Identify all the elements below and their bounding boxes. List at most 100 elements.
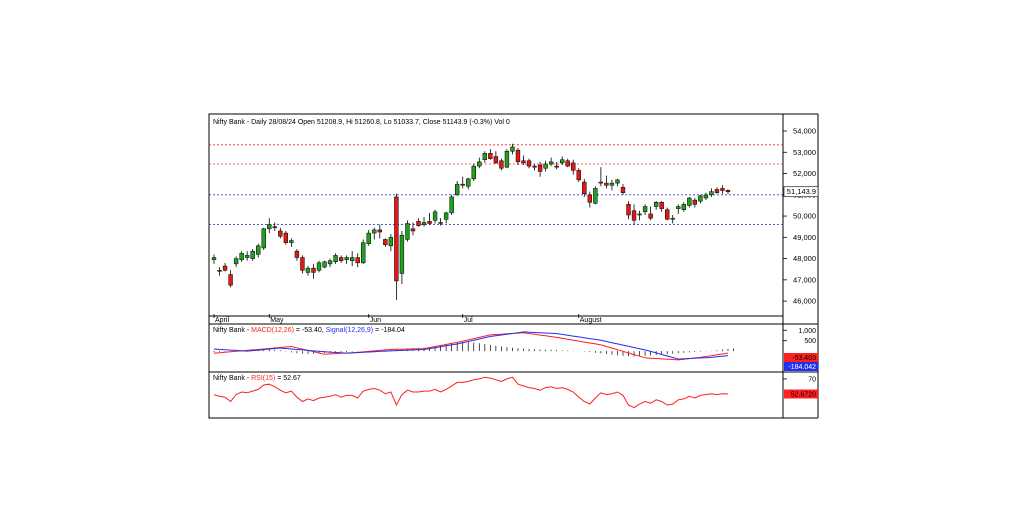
- rsi-header-prefix: Nifty Bank -: [213, 375, 251, 382]
- candle: [692, 197, 698, 208]
- candle-body: [659, 201, 664, 209]
- price-tick-label: 52,000: [793, 169, 816, 178]
- candle: [587, 191, 593, 208]
- candle: [653, 201, 659, 210]
- candle: [460, 176, 465, 189]
- candle-body: [532, 165, 537, 168]
- candle: [488, 149, 493, 160]
- candle-body: [631, 210, 637, 221]
- candle: [720, 185, 725, 194]
- candle: [504, 149, 510, 169]
- candle: [427, 212, 432, 225]
- macd-line: [213, 332, 729, 361]
- main-plot-frame: [208, 113, 784, 317]
- candle: [289, 238, 294, 247]
- rsi-value-tag: 52.6720: [784, 389, 818, 399]
- candle-body: [322, 261, 327, 268]
- candle: [322, 260, 327, 269]
- candle: [405, 220, 410, 242]
- candle: [443, 211, 449, 224]
- candle: [449, 194, 454, 215]
- candle: [438, 218, 443, 226]
- candle: [609, 179, 615, 191]
- candle: [620, 184, 626, 195]
- candle-body: [344, 257, 349, 260]
- candle-body: [272, 226, 277, 229]
- candle: [416, 218, 421, 227]
- date-tick-label: August: [580, 317, 602, 324]
- candle-body: [399, 234, 405, 274]
- price-tick-label: 47,000: [793, 275, 816, 284]
- candle: [493, 151, 499, 164]
- candle-body: [493, 156, 499, 164]
- candle-body: [587, 194, 593, 203]
- candle-body: [222, 265, 228, 271]
- macd-header: Nifty Bank - MACD(12,26) = -53.40, Signa…: [213, 327, 405, 334]
- candle: [670, 215, 675, 224]
- macd-lines: [213, 331, 729, 361]
- candle-body: [521, 160, 526, 164]
- candle-body: [250, 250, 255, 259]
- last-price-tag: 51,143.9: [783, 186, 819, 198]
- candle: [333, 253, 338, 264]
- signal-value-label: -184.042: [788, 364, 816, 371]
- macd-header-signal-value: = -184.04: [373, 327, 405, 334]
- candle-body: [261, 228, 266, 249]
- candle-body: [482, 153, 488, 160]
- candle-body: [388, 237, 394, 247]
- candle: [571, 159, 576, 175]
- candle: [377, 224, 382, 239]
- rsi-y-axis: 70: [783, 376, 816, 383]
- rsi-tick-label: 70: [808, 376, 816, 383]
- candle-body: [443, 212, 449, 220]
- candle-body: [327, 260, 333, 265]
- candle: [659, 201, 664, 212]
- candle: [471, 163, 476, 181]
- candle: [526, 158, 532, 169]
- candle-body: [355, 257, 360, 264]
- candle: [515, 148, 521, 166]
- candle-body: [311, 267, 316, 273]
- candle: [687, 196, 692, 208]
- signal-line: [213, 331, 729, 360]
- candle: [709, 188, 714, 197]
- candle-body: [653, 201, 659, 207]
- candle-body: [361, 242, 366, 264]
- macd-header-prefix: Nifty Bank -: [213, 327, 251, 334]
- candle-body: [349, 257, 355, 261]
- date-tick-label: April: [215, 317, 229, 324]
- candle-body: [548, 161, 554, 165]
- candle-body: [554, 165, 559, 168]
- candle-body: [576, 170, 581, 181]
- candle-body: [283, 232, 289, 243]
- candle: [604, 175, 609, 189]
- candle-body: [432, 211, 438, 221]
- candle: [250, 249, 255, 261]
- macd-tick-label: 500: [804, 338, 816, 345]
- candle-body: [515, 149, 521, 163]
- candle: [626, 201, 631, 220]
- rsi-series-line: [213, 376, 729, 409]
- candle-body: [410, 228, 416, 232]
- candle: [576, 168, 581, 183]
- date-tick-label: Jul: [464, 317, 473, 324]
- candle-body: [244, 255, 250, 258]
- price-tick-label: 53,000: [793, 148, 816, 157]
- rsi-line: [213, 376, 729, 409]
- candle: [267, 218, 272, 234]
- candle: [283, 230, 289, 245]
- date-tick-label: May: [270, 317, 284, 324]
- candle-body: [665, 209, 670, 220]
- candle: [361, 239, 366, 264]
- rsi-value-box: [784, 389, 818, 399]
- candle: [615, 178, 620, 187]
- candle-body: [709, 191, 714, 196]
- candle: [272, 222, 277, 231]
- candle: [349, 251, 355, 267]
- candle: [217, 267, 222, 276]
- candle: [383, 238, 388, 247]
- candle-body: [499, 160, 504, 169]
- candle: [410, 222, 416, 236]
